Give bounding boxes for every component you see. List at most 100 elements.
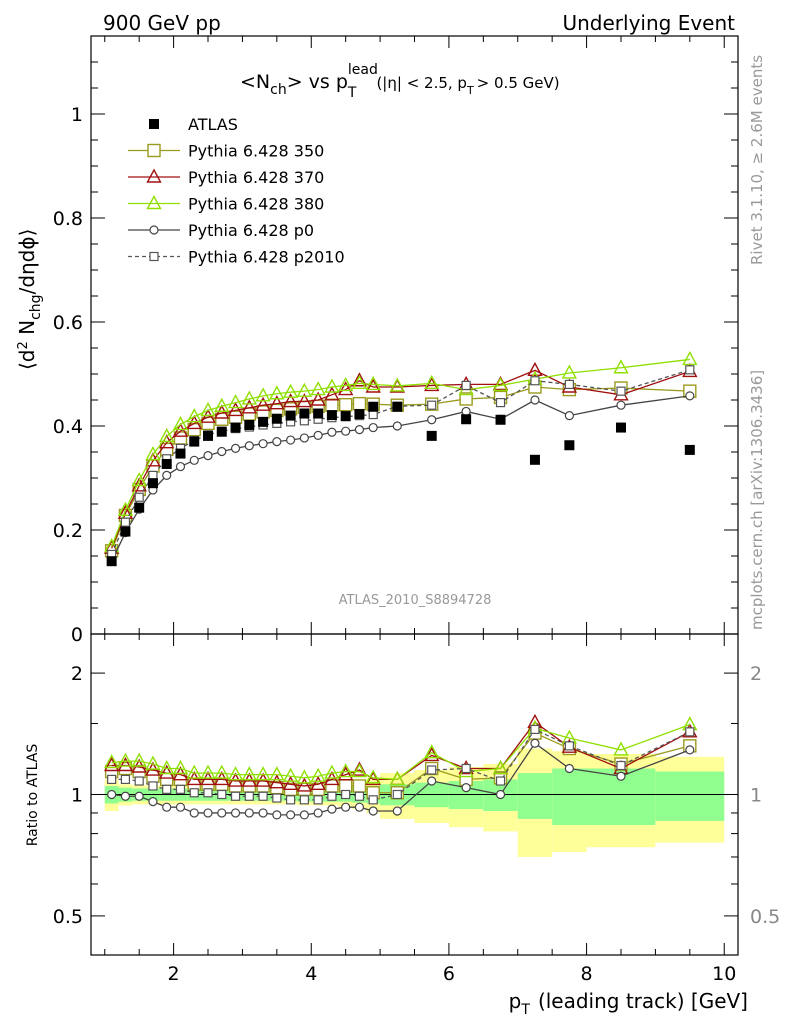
ratio-point-p0 — [107, 789, 117, 800]
ratio-point-p0 — [162, 802, 172, 812]
ratio-point-p2010 — [530, 724, 540, 735]
legend-marker-p370 — [146, 168, 162, 183]
data-point-p380 — [365, 375, 381, 391]
data-point-p0 — [354, 425, 365, 435]
data-point-p2010 — [530, 376, 540, 386]
ratio-point-p380 — [324, 764, 340, 779]
y-tick-label: 0.4 — [53, 416, 83, 438]
data-point-p380 — [296, 382, 313, 397]
y-tick-label: 0.8 — [53, 208, 83, 230]
data-point-atlas — [216, 426, 227, 437]
ratio-point-p370 — [103, 757, 120, 772]
ratio-point-p380 — [186, 764, 202, 779]
data-point-p2010 — [495, 398, 506, 408]
ratio-point-p370 — [337, 766, 354, 781]
legend-label-p350: Pythia 6.428 350 — [188, 142, 324, 161]
data-point-p2010 — [427, 400, 437, 410]
ratio-point-p380 — [103, 754, 120, 769]
legend-label-atlas: ATLAS — [188, 115, 238, 134]
series-p350 — [104, 380, 697, 558]
data-point-p0 — [203, 451, 213, 461]
legend-marker-p380 — [146, 195, 162, 210]
ratio-point-p380 — [365, 769, 381, 784]
ratio-point-p2010 — [258, 791, 268, 801]
ratio-point-p380 — [172, 760, 189, 775]
mcplots-label: mcplots.cern.ch [arXiv:1306.3436] — [748, 370, 766, 630]
ratio-y-tick-label-right: 1 — [750, 785, 762, 807]
data-point-atlas — [326, 410, 337, 421]
ratio-point-p2010 — [148, 781, 158, 791]
ratio-point-p380 — [255, 766, 271, 781]
data-point-atlas — [189, 436, 200, 447]
data-point-p0 — [258, 439, 268, 449]
data-point-p0 — [616, 400, 626, 410]
data-point-p380 — [214, 397, 230, 412]
series-line-p370 — [111, 369, 691, 549]
data-point-p370 — [227, 401, 244, 417]
data-point-p0 — [530, 395, 540, 405]
header-right: Underlying Event — [562, 11, 735, 35]
ratio-point-p2010 — [299, 795, 309, 805]
ratio-point-p2010 — [341, 789, 351, 800]
data-point-p0 — [244, 441, 254, 451]
ratio-point-p370 — [282, 775, 299, 790]
ratio-series-layer — [103, 713, 698, 820]
data-point-atlas — [106, 556, 117, 567]
ratio-point-p2010 — [217, 789, 227, 800]
ratio-point-p380 — [214, 764, 230, 779]
ratio-point-p370 — [351, 761, 368, 776]
data-point-p2010 — [685, 365, 695, 375]
data-point-p380 — [117, 501, 134, 516]
ratio-point-p0 — [120, 791, 131, 801]
data-point-p0 — [327, 427, 337, 437]
legend-marker-atlas — [149, 119, 159, 129]
ratio-point-p2010 — [392, 789, 402, 800]
ratio-point-p0 — [286, 810, 296, 820]
data-point-p370 — [172, 422, 189, 437]
data-point-p380 — [200, 401, 216, 417]
series-line-p2010 — [111, 369, 691, 555]
data-point-atlas — [285, 410, 296, 421]
data-point-p350 — [338, 397, 353, 412]
ratio-point-p2010 — [175, 784, 186, 794]
ratio-point-p2010 — [162, 784, 172, 794]
ratio-series-p380 — [103, 716, 698, 786]
ratio-point-p380 — [117, 752, 134, 767]
data-point-p370 — [186, 414, 202, 430]
data-point-atlas — [175, 448, 186, 459]
legend-label-p380: Pythia 6.428 380 — [188, 195, 324, 214]
ratio-point-p380 — [296, 769, 313, 784]
data-point-p380 — [424, 374, 440, 390]
ratio-point-p380 — [282, 767, 299, 782]
x-tick-label: 4 — [305, 963, 317, 985]
ratio-point-p350 — [118, 761, 133, 776]
x-tick-label: 8 — [581, 963, 593, 985]
data-point-p2010 — [134, 492, 144, 502]
data-point-p0 — [217, 446, 227, 457]
ratio-point-p0 — [244, 808, 254, 818]
data-point-atlas — [426, 430, 437, 441]
ratio-point-p370 — [296, 777, 313, 792]
data-point-p350 — [160, 442, 174, 457]
ratio-point-p0 — [327, 804, 337, 814]
ratio-y-tick-label-right: 0.5 — [750, 906, 780, 928]
ratio-line-p0 — [111, 742, 691, 816]
data-point-p370 — [324, 386, 340, 401]
y-tick-label: 0.2 — [53, 520, 83, 542]
ratio-point-p370 — [310, 775, 326, 790]
data-point-atlas — [368, 401, 379, 412]
data-point-atlas — [161, 458, 172, 469]
data-point-p380 — [337, 376, 354, 392]
y-tick-label: 0.6 — [53, 312, 83, 334]
ratio-point-p0 — [368, 806, 378, 816]
data-point-p350 — [173, 431, 188, 445]
data-point-p370 — [337, 381, 354, 396]
data-point-p2010 — [148, 470, 158, 480]
data-point-atlas — [120, 526, 131, 537]
x-tick-label: 10 — [712, 963, 736, 985]
ratio-point-p380 — [351, 763, 368, 778]
data-point-p370 — [255, 396, 271, 411]
ratio-point-p0 — [258, 808, 268, 818]
ratio-point-p0 — [189, 808, 199, 818]
